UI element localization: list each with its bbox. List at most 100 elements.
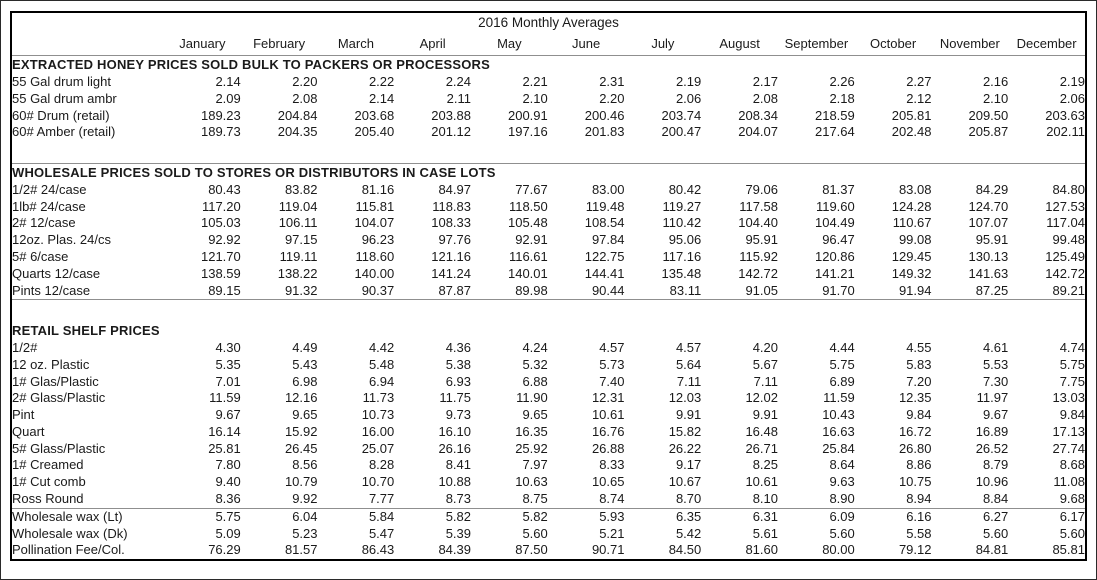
row-label: 2# 12/case <box>12 215 76 231</box>
price-cell: 2.10 <box>982 90 1009 106</box>
table-row: Wholesale wax (Lt) 5.75 6.04 5.84 5.82 5.82 5.… <box>12 508 1085 525</box>
price-cell: 11.08 <box>1053 474 1085 490</box>
price-cell: 8.79 <box>982 457 1009 473</box>
price-cell: 83.00 <box>591 181 625 197</box>
price-cell: 79.06 <box>745 181 778 197</box>
price-cell: 218.59 <box>814 107 855 123</box>
price-cell: 10.43 <box>822 407 855 423</box>
row-label: 1# Glas/Plastic <box>12 373 99 389</box>
price-cell: 84.97 <box>438 181 471 197</box>
price-cell: 84.39 <box>438 542 471 558</box>
price-cell: 84.50 <box>668 542 702 558</box>
price-cell: 81.60 <box>745 542 778 558</box>
price-cell: 92.91 <box>515 232 548 248</box>
price-cell: 106.11 <box>278 215 318 231</box>
table-row: 1lb# 24/case 117.20 119.04 115.81 118.83 118.… <box>12 198 1085 215</box>
price-cell: 121.70 <box>200 248 241 264</box>
price-cell: 204.84 <box>277 107 318 123</box>
price-cell: 2.06 <box>1059 90 1085 106</box>
price-cell: 9.73 <box>445 407 471 423</box>
month-header: July <box>624 33 702 56</box>
price-cell: 200.91 <box>507 107 548 123</box>
row-label: Ross Round <box>12 490 164 509</box>
price-cell: 97.84 <box>591 232 625 248</box>
price-cell: 144.41 <box>584 265 625 281</box>
section-header: RETAIL SHELF PRICES <box>12 322 160 338</box>
price-cell: 5.38 <box>445 356 471 372</box>
price-cell: 2.14 <box>215 73 241 89</box>
month-header: April <box>394 33 471 56</box>
price-cell: 10.96 <box>975 474 1009 490</box>
table-row: 1# Creamed 7.80 8.56 8.28 8.41 7.97 8.33 9.17 8.… <box>12 457 1085 474</box>
price-cell: 2.27 <box>906 73 932 89</box>
price-cell: 202.11 <box>1046 124 1085 140</box>
price-cell: 6.98 <box>292 373 318 389</box>
price-cell: 11.59 <box>209 390 241 406</box>
price-cell: 8.84 <box>931 490 1009 509</box>
price-cell: 8.74 <box>547 490 625 509</box>
price-cell: 84.81 <box>975 542 1009 558</box>
price-cell: 12.03 <box>668 390 702 406</box>
price-cell: 202.48 <box>891 124 932 140</box>
price-cell: 25.92 <box>515 440 548 456</box>
price-cell: 79.12 <box>898 542 932 558</box>
table-row: 60# Amber (retail) 189.73 204.35 205.40 201.… <box>12 124 1085 141</box>
price-cell: 91.70 <box>778 282 855 301</box>
price-cell: 25.84 <box>822 440 855 456</box>
price-cell: 6.17 <box>1059 508 1085 524</box>
price-cell: 77.67 <box>515 181 548 197</box>
price-cell: 203.68 <box>354 107 395 123</box>
price-cell: 108.54 <box>584 215 625 231</box>
price-cell: 9.91 <box>752 407 778 423</box>
price-cell: 10.61 <box>591 407 625 423</box>
price-cell: 7.97 <box>522 457 548 473</box>
price-cell: 118.83 <box>432 198 471 214</box>
table-row: Pints 12/case 89.15 91.32 90.37 87.87 89.98 90… <box>12 282 1085 301</box>
price-cell: 119.60 <box>815 198 855 214</box>
section-header: WHOLESALE PRICES SOLD TO STORES OR DISTR… <box>12 164 496 180</box>
price-cell: 25.07 <box>361 440 395 456</box>
price-cell: 110.42 <box>662 215 702 231</box>
price-cell: 99.48 <box>1052 232 1085 248</box>
row-label: 2# Glass/Plastic <box>12 390 106 406</box>
price-cell: 91.32 <box>240 282 318 301</box>
section-gap-cell <box>12 140 1085 164</box>
price-cell: 26.45 <box>284 440 318 456</box>
price-cell: 8.33 <box>599 457 625 473</box>
price-cell: 4.36 <box>445 340 471 356</box>
price-cell: 11.75 <box>439 390 471 406</box>
price-cell: 7.11 <box>753 373 778 389</box>
price-cell: 201.83 <box>584 124 625 140</box>
price-cell: 142.72 <box>738 265 778 281</box>
month-header: August <box>701 33 778 56</box>
price-cell: 7.40 <box>599 373 625 389</box>
price-cell: 90.44 <box>547 282 625 301</box>
price-cell: 91.05 <box>701 282 778 301</box>
row-label: 1/2# 24/case <box>12 181 87 197</box>
row-label: 1lb# 24/case <box>12 198 86 214</box>
price-cell: 115.92 <box>739 248 778 264</box>
price-cell: 6.31 <box>752 508 778 524</box>
section-gap <box>12 140 1085 164</box>
row-label: Wholesale wax (Dk) <box>12 525 128 541</box>
price-cell: 17.13 <box>1052 423 1085 439</box>
price-cell: 89.98 <box>471 282 548 301</box>
price-cell: 203.74 <box>661 107 702 123</box>
table-row: 12 oz. Plastic 5.35 5.43 5.48 5.38 5.32 5.73 5.… <box>12 357 1085 374</box>
price-cell: 200.47 <box>661 124 702 140</box>
price-cell: 12.02 <box>745 390 778 406</box>
price-cell: 140.01 <box>507 265 548 281</box>
month-header-row: January February March April May June July Augu… <box>12 33 1085 56</box>
price-cell: 203.88 <box>431 107 471 123</box>
price-cell: 124.28 <box>891 198 932 214</box>
section-header-row: WHOLESALE PRICES SOLD TO STORES OR DISTR… <box>12 163 1085 181</box>
price-cell: 5.47 <box>368 525 395 541</box>
price-cell: 5.75 <box>215 508 241 524</box>
price-cell: 129.45 <box>891 248 932 264</box>
price-cell: 4.61 <box>982 340 1009 356</box>
price-cell: 9.63 <box>829 474 855 490</box>
price-cell: 119.11 <box>279 248 318 264</box>
price-cell: 81.57 <box>284 542 318 558</box>
row-label: 1/2# <box>12 340 38 356</box>
price-cell: 95.91 <box>745 232 778 248</box>
